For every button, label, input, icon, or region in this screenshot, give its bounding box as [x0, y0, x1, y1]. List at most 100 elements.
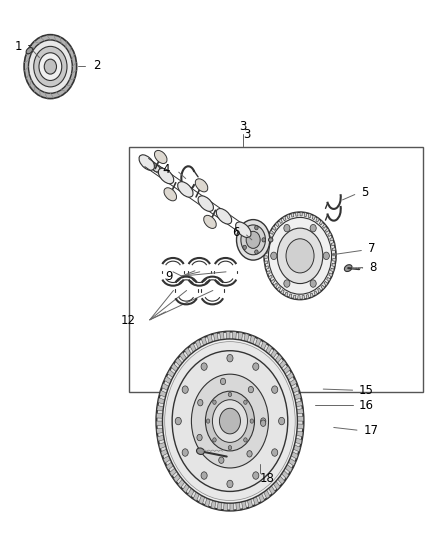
Text: 16: 16: [359, 399, 374, 411]
Polygon shape: [306, 295, 309, 299]
Polygon shape: [275, 354, 282, 363]
Polygon shape: [277, 287, 281, 291]
Polygon shape: [265, 266, 269, 269]
Polygon shape: [166, 462, 173, 470]
Polygon shape: [293, 295, 296, 299]
Ellipse shape: [247, 450, 252, 457]
Ellipse shape: [213, 438, 216, 442]
Polygon shape: [268, 275, 272, 279]
Ellipse shape: [241, 225, 265, 255]
Ellipse shape: [227, 480, 233, 488]
Text: 1: 1: [14, 41, 22, 53]
Ellipse shape: [182, 386, 188, 393]
Ellipse shape: [268, 238, 273, 242]
Ellipse shape: [264, 212, 336, 300]
Ellipse shape: [272, 449, 278, 456]
Ellipse shape: [277, 228, 323, 284]
Polygon shape: [297, 416, 304, 421]
Ellipse shape: [201, 472, 207, 479]
Polygon shape: [238, 332, 243, 340]
Ellipse shape: [284, 280, 290, 287]
Polygon shape: [312, 215, 315, 220]
Polygon shape: [159, 442, 166, 449]
Polygon shape: [292, 386, 299, 393]
Text: 4: 4: [162, 163, 170, 176]
Ellipse shape: [310, 224, 316, 232]
Polygon shape: [157, 406, 163, 411]
Polygon shape: [271, 279, 275, 284]
Text: 3: 3: [243, 128, 251, 141]
Polygon shape: [211, 500, 216, 508]
Ellipse shape: [44, 59, 57, 74]
Ellipse shape: [286, 239, 314, 273]
Polygon shape: [289, 294, 292, 298]
Polygon shape: [274, 283, 278, 288]
Ellipse shape: [159, 168, 174, 184]
Polygon shape: [332, 263, 336, 266]
Ellipse shape: [219, 408, 240, 434]
Polygon shape: [273, 481, 280, 490]
Ellipse shape: [272, 386, 278, 393]
Ellipse shape: [253, 472, 259, 479]
Ellipse shape: [144, 159, 150, 166]
Polygon shape: [271, 350, 277, 358]
Polygon shape: [325, 228, 329, 232]
Polygon shape: [171, 364, 178, 372]
Ellipse shape: [149, 162, 155, 169]
Polygon shape: [201, 337, 207, 345]
Polygon shape: [244, 334, 249, 342]
Ellipse shape: [182, 449, 188, 456]
Ellipse shape: [161, 169, 167, 176]
Text: 15: 15: [359, 384, 374, 397]
Polygon shape: [331, 268, 334, 272]
Polygon shape: [156, 421, 162, 426]
Ellipse shape: [243, 230, 247, 235]
Ellipse shape: [344, 265, 352, 271]
Polygon shape: [173, 474, 180, 482]
Polygon shape: [264, 256, 267, 259]
Polygon shape: [329, 273, 332, 277]
Ellipse shape: [197, 448, 205, 455]
Ellipse shape: [219, 457, 224, 463]
Polygon shape: [195, 340, 201, 349]
Text: 8: 8: [369, 261, 377, 274]
Polygon shape: [302, 295, 304, 300]
Polygon shape: [230, 503, 234, 511]
Polygon shape: [282, 471, 289, 479]
Polygon shape: [220, 332, 224, 340]
Ellipse shape: [261, 420, 266, 426]
Ellipse shape: [213, 400, 216, 405]
Ellipse shape: [204, 215, 216, 229]
Polygon shape: [161, 449, 168, 456]
Bar: [129, 147, 423, 392]
Polygon shape: [319, 221, 323, 225]
Polygon shape: [190, 344, 196, 352]
Polygon shape: [298, 296, 300, 300]
Polygon shape: [178, 479, 185, 488]
Ellipse shape: [162, 339, 297, 503]
Polygon shape: [247, 499, 253, 507]
Ellipse shape: [271, 252, 277, 260]
Ellipse shape: [155, 166, 161, 173]
Polygon shape: [266, 240, 269, 244]
Text: 17: 17: [364, 424, 378, 437]
Ellipse shape: [262, 238, 265, 242]
Polygon shape: [297, 409, 303, 414]
Polygon shape: [185, 348, 191, 357]
Ellipse shape: [268, 217, 332, 294]
Polygon shape: [266, 345, 272, 354]
Ellipse shape: [236, 222, 251, 238]
Ellipse shape: [310, 280, 316, 287]
Polygon shape: [265, 245, 268, 248]
Polygon shape: [250, 335, 255, 344]
Ellipse shape: [28, 40, 72, 93]
Polygon shape: [242, 501, 247, 509]
Polygon shape: [294, 393, 301, 400]
Ellipse shape: [323, 252, 329, 260]
Polygon shape: [223, 503, 228, 511]
Polygon shape: [213, 333, 218, 341]
Ellipse shape: [205, 391, 254, 451]
Polygon shape: [264, 490, 270, 498]
Ellipse shape: [250, 419, 254, 423]
Text: 2: 2: [93, 59, 101, 72]
